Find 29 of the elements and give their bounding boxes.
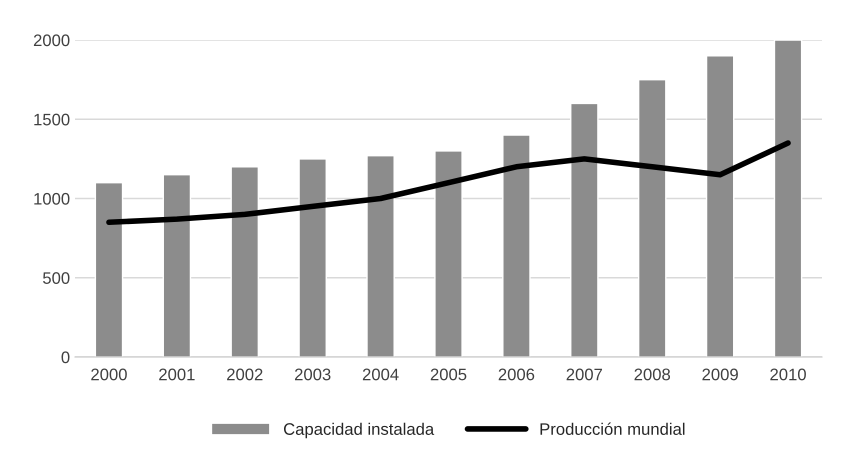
legend-label: Producción mundial: [540, 422, 684, 435]
bar: [570, 102, 599, 357]
y-tick-label: 500: [43, 272, 70, 284]
x-tick-label: 2007: [566, 368, 602, 380]
x-tick-label: 2003: [294, 368, 330, 380]
x-tick-label: 2004: [362, 368, 399, 380]
x-tick-label: 2005: [430, 368, 466, 380]
bar: [502, 134, 531, 357]
x-tick-label: 2008: [634, 368, 670, 380]
bar: [94, 182, 124, 357]
x-tick-label: 2009: [702, 368, 738, 380]
bar: [366, 155, 395, 357]
legend-label: Capacidad instalada: [284, 422, 434, 438]
x-tick-label: 2010: [770, 368, 806, 380]
bar: [434, 150, 463, 357]
bar: [298, 158, 327, 357]
bar: [706, 55, 734, 357]
x-tick-label: 2000: [91, 368, 127, 380]
y-tick-label: 0: [62, 351, 70, 364]
y-tick-label: 2000: [34, 34, 70, 46]
bar: [638, 78, 667, 357]
x-tick-label: 2002: [227, 368, 262, 380]
y-tick-label: 1000: [34, 192, 70, 205]
bar: [162, 174, 192, 357]
x-tick-label: 2006: [498, 368, 534, 380]
bar: [774, 40, 802, 357]
x-tick-label: 2001: [159, 368, 195, 380]
y-tick-label: 1500: [34, 114, 70, 126]
bar: [230, 166, 260, 357]
